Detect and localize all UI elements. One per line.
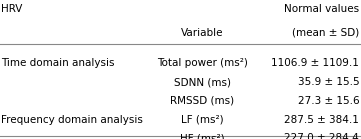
Text: Variable: Variable — [181, 28, 223, 38]
Text: SDNN (ms): SDNN (ms) — [174, 77, 231, 87]
Text: (mean ± SD): (mean ± SD) — [292, 28, 359, 38]
Text: LF (ms²): LF (ms²) — [181, 115, 223, 125]
Text: HRV: HRV — [1, 4, 22, 14]
Text: Time domain analysis: Time domain analysis — [1, 58, 114, 68]
Text: 35.9 ± 15.5: 35.9 ± 15.5 — [297, 77, 359, 87]
Text: 227.0 ± 284.4: 227.0 ± 284.4 — [284, 133, 359, 139]
Text: 287.5 ± 384.1: 287.5 ± 384.1 — [284, 115, 359, 125]
Text: 1106.9 ± 1109.1: 1106.9 ± 1109.1 — [271, 58, 359, 68]
Text: HF (ms²): HF (ms²) — [180, 133, 225, 139]
Text: Total power (ms²): Total power (ms²) — [157, 58, 248, 68]
Text: Frequency domain analysis: Frequency domain analysis — [1, 115, 143, 125]
Text: 27.3 ± 15.6: 27.3 ± 15.6 — [297, 96, 359, 106]
Text: Normal values: Normal values — [284, 4, 359, 14]
Text: RMSSD (ms): RMSSD (ms) — [170, 96, 234, 106]
